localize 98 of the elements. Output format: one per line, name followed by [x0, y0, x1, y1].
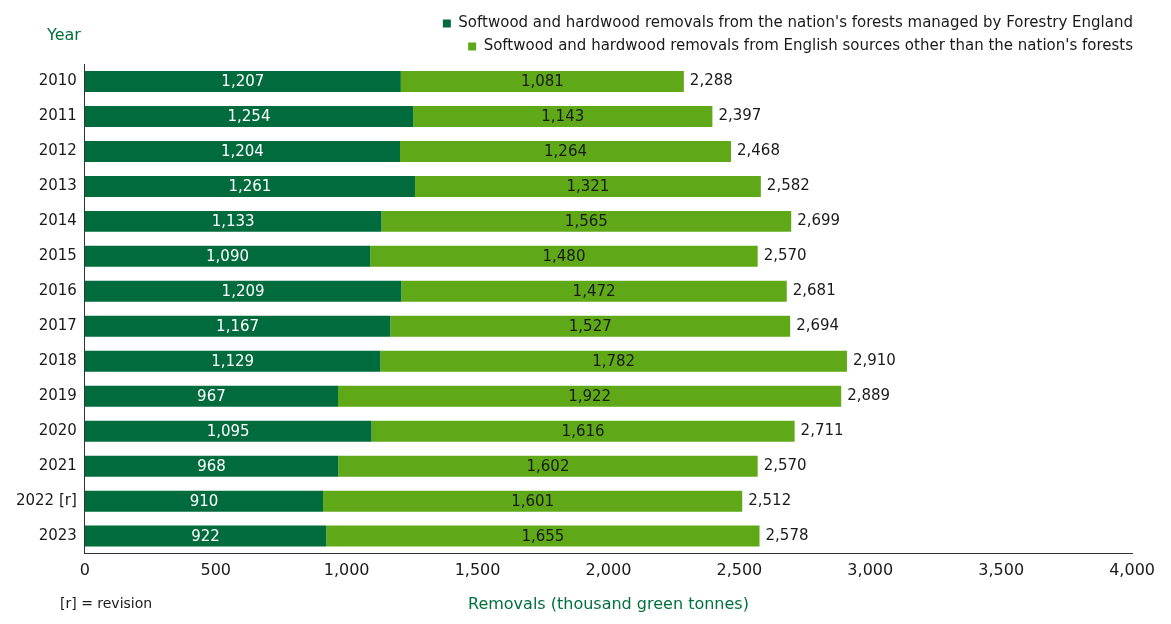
- data-label: 1,782: [592, 352, 636, 371]
- data-label: 968: [197, 457, 226, 476]
- data-label: 1,922: [568, 387, 612, 406]
- data-label: 1,527: [568, 317, 612, 336]
- y-tick-label: 2023: [38, 526, 77, 544]
- data-label: 1,254: [227, 107, 271, 126]
- bar: [401, 280, 787, 302]
- x-tick-label: 3,500: [978, 560, 1025, 580]
- y-tick-label: 2016: [38, 281, 77, 300]
- y-tick-label: 2013: [38, 176, 77, 195]
- bar: [84, 210, 382, 232]
- x-tick-label: 1,500: [454, 560, 501, 580]
- bar: [84, 350, 381, 372]
- y-tick-label: 2018: [38, 351, 77, 370]
- bar: [84, 315, 391, 337]
- legend-label: Softwood and hardwood removals from English sources other than the nation's forests: [483, 36, 1134, 55]
- bar: [326, 525, 760, 547]
- bar: [84, 490, 324, 512]
- total-label: 2,397: [718, 106, 762, 125]
- data-label: 1,204: [220, 142, 264, 161]
- y-tick-label: 2020: [38, 421, 77, 440]
- total-label: 2,582: [766, 176, 810, 195]
- x-tick-label: 0: [79, 560, 90, 580]
- data-label: 1,601: [511, 492, 555, 511]
- y-tick-label: 2017: [38, 316, 77, 335]
- data-label: 1,081: [520, 72, 564, 91]
- data-label: 1,261: [228, 177, 272, 196]
- bar: [84, 70, 401, 92]
- data-label: 1,129: [211, 352, 255, 371]
- legend-label: Softwood and hardwood removals from the nation's forests managed by Forestry England: [458, 13, 1133, 32]
- total-label: 2,570: [763, 456, 807, 475]
- total-label: 2,889: [847, 386, 891, 405]
- bar: [413, 105, 713, 127]
- x-tick-label: 3,000: [847, 560, 894, 580]
- data-label: 1,167: [216, 317, 260, 336]
- bar: [84, 140, 401, 162]
- data-label: 1,209: [221, 282, 265, 301]
- bar: [380, 350, 847, 372]
- y-tick-label: 2010: [38, 71, 77, 90]
- x-tick-label: 4,000: [1109, 560, 1155, 580]
- total-label: 2,288: [689, 71, 733, 90]
- total-label: 2,578: [765, 526, 809, 544]
- x-tick-label: 1,000: [323, 560, 370, 580]
- data-label: 1,095: [206, 422, 250, 441]
- y-tick-label: 2022 [r]: [15, 491, 77, 510]
- total-label: 2,699: [797, 211, 841, 230]
- text: [r] = revision: [60, 594, 153, 611]
- y-tick-label: 2021: [38, 456, 77, 475]
- bar: [337, 385, 842, 407]
- total-label: 2,681: [792, 281, 836, 300]
- data-label: 910: [189, 492, 219, 511]
- bar: [84, 525, 327, 547]
- x-axis-title: Removals (thousand green tonnes): [467, 593, 749, 613]
- y-tick-label: 2012: [38, 141, 77, 160]
- data-label: 922: [191, 527, 220, 545]
- total-label: 2,910: [852, 351, 896, 370]
- x-tick-label: 2,000: [585, 560, 632, 580]
- data-label: 1,207: [221, 72, 265, 91]
- x-tick-label: 500: [200, 560, 231, 580]
- bar: [84, 245, 371, 267]
- bar: [84, 455, 339, 477]
- data-label: 1,472: [572, 282, 616, 301]
- bar: [84, 280, 402, 302]
- data-label: 1,090: [206, 247, 249, 266]
- bar: [371, 420, 795, 442]
- bar: [84, 385, 338, 407]
- bar: [414, 175, 761, 197]
- data-label: 1,602: [526, 457, 570, 476]
- bar: [400, 70, 684, 92]
- bar: [338, 455, 758, 477]
- bar: [84, 420, 372, 442]
- bar: [84, 105, 414, 127]
- bar: [370, 245, 758, 267]
- data-label: 1,655: [521, 527, 565, 545]
- data-label: 1,321: [566, 177, 610, 196]
- total-label: 2,468: [736, 141, 780, 160]
- bar: [323, 490, 743, 512]
- data-label: 1,143: [541, 107, 585, 126]
- bar: [84, 175, 415, 197]
- bar: [381, 210, 792, 232]
- y-axis-title: Year: [46, 25, 82, 45]
- x-tick-label: 2,500: [716, 560, 763, 580]
- data-label: 1,565: [564, 212, 608, 231]
- total-label: 2,570: [763, 246, 807, 265]
- y-tick-label: 2019: [38, 386, 77, 405]
- y-tick-label: 2011: [38, 106, 77, 125]
- total-label: 2,711: [800, 421, 844, 440]
- total-label: 2,694: [796, 316, 840, 335]
- data-label: 967: [197, 387, 226, 406]
- data-label: 1,616: [561, 422, 605, 441]
- data-label: 1,480: [542, 247, 586, 266]
- total-label: 2,512: [748, 491, 792, 510]
- data-label: 1,264: [544, 142, 587, 161]
- bar: [390, 315, 791, 337]
- y-tick-label: 2015: [38, 246, 77, 265]
- y-tick-label: 2014: [38, 211, 77, 230]
- data-label: 1,133: [211, 212, 255, 231]
- bar: [400, 140, 731, 162]
